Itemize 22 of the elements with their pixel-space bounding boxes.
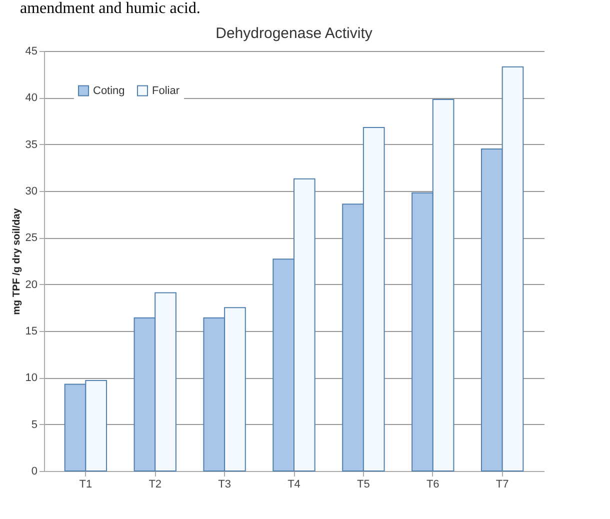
y-tick-label: 0	[31, 466, 38, 478]
y-tick-label: 5	[31, 418, 38, 431]
x-tick-label: T1	[79, 478, 92, 490]
x-tick-label: T7	[496, 478, 509, 490]
x-tick-label: T2	[148, 478, 162, 490]
y-tick-label: 10	[25, 372, 38, 384]
text: amendment and humic acid.	[19, 0, 202, 18]
chart-title: Dehydrogenase Activity	[216, 25, 373, 42]
legend-label: Foliar	[152, 84, 180, 97]
y-tick-label: 40	[25, 92, 38, 104]
x-tick-label: T4	[288, 478, 300, 490]
y-tick-label: 15	[25, 326, 38, 338]
legend-label: Coting	[93, 84, 125, 97]
y-tick-label: 45	[25, 46, 38, 58]
y-tick-label: 30	[25, 186, 38, 198]
y-tick-label: 25	[25, 232, 38, 244]
y-tick-label: 35	[25, 138, 38, 151]
y-axis-title: mg TPF /g dry soil/day	[11, 208, 22, 315]
x-tick-label: T3	[218, 478, 231, 490]
x-tick-label: T5	[357, 478, 370, 490]
y-tick-label: 20	[25, 278, 38, 291]
x-tick-label: T6	[426, 478, 440, 490]
